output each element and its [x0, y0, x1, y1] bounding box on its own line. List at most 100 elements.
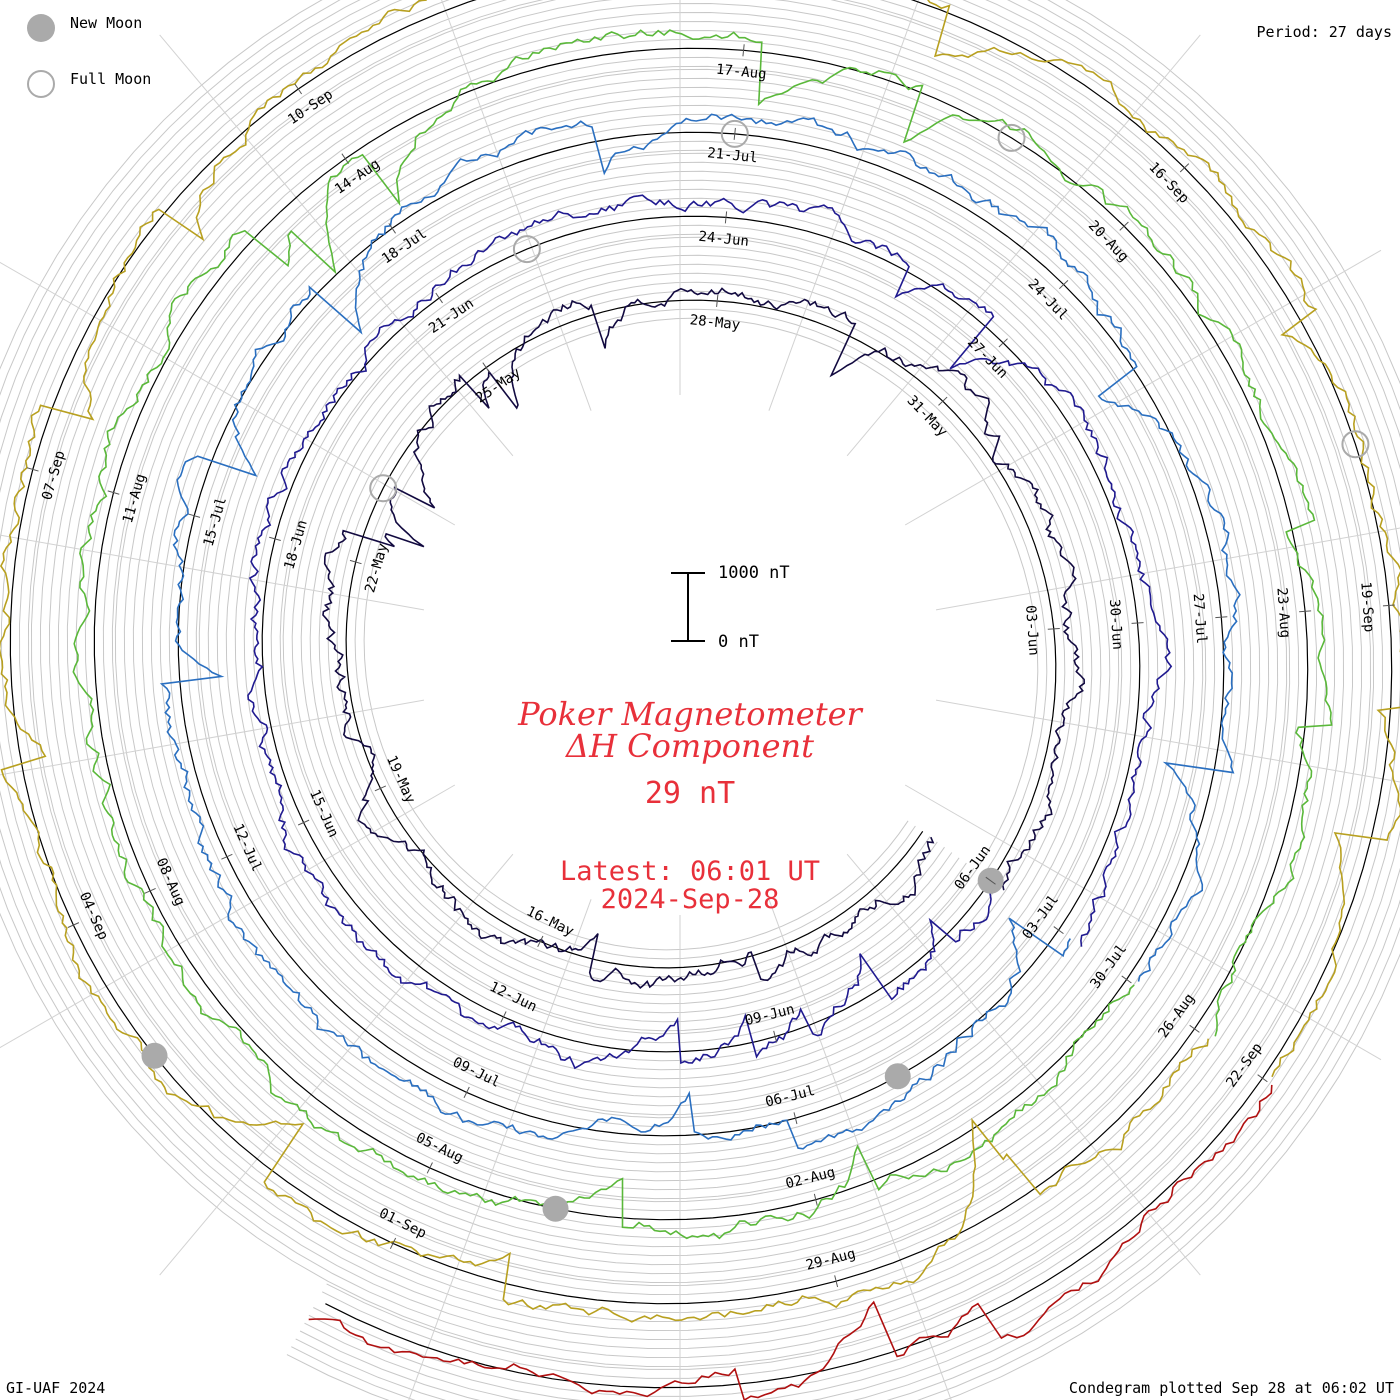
date-tick — [1047, 627, 1060, 630]
grid-spoke — [935, 527, 1400, 611]
new-moon-marker — [542, 1195, 569, 1222]
scale-top-label: 1000 nT — [718, 563, 790, 583]
date-tick — [349, 559, 362, 565]
grid-spiral — [27, 0, 1375, 1370]
series-cycle-3-line — [159, 113, 1241, 1150]
date-tick — [724, 211, 728, 224]
series-cycle-6-line — [308, 1084, 1273, 1400]
date-tick — [1119, 221, 1129, 231]
date-label-15-Jul: 15-Jul — [201, 495, 230, 548]
date-label-06-Jul: 06-Jul — [764, 1083, 817, 1111]
date-label-21-Jul: 21-Jul — [706, 145, 758, 166]
grid-spoke — [768, 0, 919, 411]
date-tick — [537, 935, 544, 948]
date-tick — [482, 362, 490, 373]
date-tick — [294, 83, 303, 95]
grid-spoke — [846, 34, 1201, 457]
date-label-24-Jun: 24-Jun — [698, 229, 750, 250]
grid-spoke — [0, 784, 456, 1049]
grid-spoke — [408, 899, 592, 1400]
date-tick — [389, 1237, 397, 1250]
full-moon-marker — [512, 235, 541, 264]
legend-new-moon-label: New Moon — [70, 14, 143, 32]
date-tick — [716, 294, 719, 307]
date-label-30-Jun: 30-Jun — [1106, 599, 1125, 651]
moon-markers — [141, 119, 1370, 1222]
date-tick — [374, 785, 387, 792]
date-tick — [144, 888, 156, 894]
date-label-27-Jul: 27-Jul — [1190, 593, 1209, 645]
date-label-11-Aug: 11-Aug — [120, 472, 149, 525]
grid-spoke — [159, 853, 514, 1276]
series-cycle-1-line — [322, 287, 1086, 990]
period-label: Period: 27 days — [1256, 23, 1392, 41]
grid-spoke — [0, 261, 456, 526]
grid-spoke — [0, 534, 425, 611]
date-label-12-Jul: 12-Jul — [229, 821, 264, 874]
date-tick — [1257, 1074, 1268, 1083]
date-tick — [813, 1193, 818, 1206]
date-label-20-Aug: 20-Aug — [1085, 218, 1132, 265]
date-tick — [938, 396, 948, 406]
date-tick — [1189, 1024, 1200, 1033]
date-label-28-May: 28-May — [689, 312, 741, 333]
scale-bar — [671, 572, 705, 642]
grid-spoke — [159, 34, 514, 457]
date-label-31-May: 31-May — [904, 393, 951, 440]
series-cycle-4-line — [72, 29, 1333, 1240]
date-tick — [221, 853, 233, 860]
date-tick — [67, 922, 80, 928]
full-moon-marker — [1341, 430, 1370, 459]
date-tick — [998, 338, 1008, 348]
date-label-29-Aug: 29-Aug — [804, 1246, 857, 1274]
chart-subtitle: ΔH Component — [565, 727, 815, 765]
date-label-23-Aug: 23-Aug — [1273, 587, 1292, 639]
full-moon-marker — [720, 119, 749, 148]
date-tick — [341, 153, 349, 164]
new-moon-marker — [884, 1063, 911, 1090]
date-tick — [107, 490, 120, 495]
date-label-03-Jun: 03-Jun — [1022, 605, 1041, 657]
footer-credit: GI-UAF 2024 — [6, 1379, 106, 1397]
date-label-09-Jun: 09-Jun — [743, 1001, 796, 1029]
scale-bottom-label: 0 nT — [718, 632, 759, 652]
series-cycle-5-line — [0, 0, 1400, 1323]
date-tick — [1179, 163, 1190, 173]
date-label-15-Jun: 15-Jun — [306, 787, 341, 840]
date-tick — [500, 1011, 507, 1023]
date-tick — [742, 44, 745, 57]
grid-spoke — [441, 0, 592, 411]
legend-full-moon-label: Full Moon — [70, 70, 152, 88]
date-label-09-Jul: 09-Jul — [450, 1054, 502, 1091]
chart-title: Poker Magnetometer — [518, 695, 862, 733]
date-tick — [426, 1162, 433, 1174]
date-tick — [188, 513, 201, 518]
latest-date: 2024-Sep-28 — [600, 884, 780, 915]
grid-spoke — [0, 699, 425, 776]
date-tick — [1215, 616, 1228, 619]
date-tick — [269, 536, 281, 541]
date-tick — [773, 1030, 778, 1043]
date-tick — [463, 1086, 470, 1099]
full-moon-icon — [27, 70, 55, 98]
grid-spoke — [904, 249, 1382, 526]
grid-spiral — [18, 0, 1384, 1379]
date-label-05-Aug: 05-Aug — [413, 1130, 465, 1167]
date-tick — [1299, 610, 1312, 613]
date-label-18-Jun: 18-Jun — [281, 518, 310, 571]
date-tick — [1121, 975, 1132, 984]
date-label-02-Aug: 02-Aug — [784, 1164, 837, 1192]
full-moon-marker — [997, 123, 1026, 152]
date-label-01-Sep: 01-Sep — [376, 1205, 428, 1242]
series-cycle-2-line — [247, 194, 1173, 1070]
date-label-04-Sep: 04-Sep — [76, 890, 111, 943]
date-label-27-Jun: 27-Jun — [964, 334, 1011, 381]
